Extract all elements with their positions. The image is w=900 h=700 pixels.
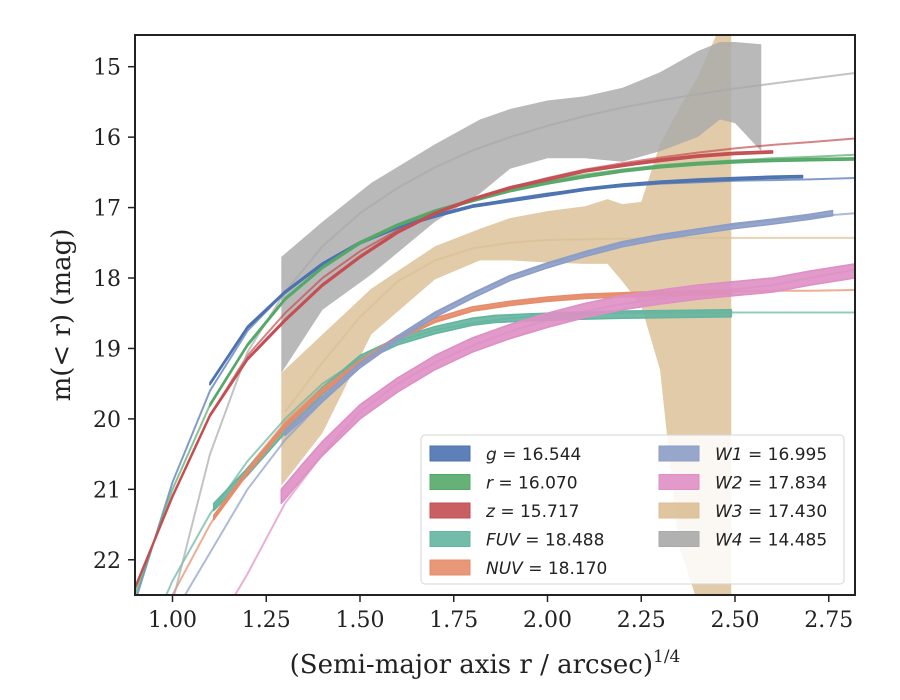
data-layer <box>135 150 855 590</box>
legend-label-z: z = 15.717 <box>485 502 579 522</box>
x-tick-label: 2.75 <box>804 608 853 633</box>
legend-label-nuv: NUV = 18.170 <box>486 559 607 579</box>
x-axis-title: (Semi-major axis r / arcsec)1/4 <box>290 647 681 680</box>
model-curve-w3 <box>284 236 855 413</box>
data-profile-r <box>209 157 855 407</box>
legend: g = 16.544 r = 16.070 z = 15.717 FUV = 18.4… <box>420 434 845 585</box>
model-curve-w4 <box>173 72 855 595</box>
legend-swatch-g <box>429 445 471 462</box>
legend-swatch-w3 <box>658 502 700 519</box>
legend-swatch-w2 <box>658 474 700 490</box>
legend-label-g: g = 16.544 <box>486 445 581 465</box>
data-profile-w1 <box>284 209 834 437</box>
legend-frame <box>420 434 845 585</box>
x-tick-label: 2.25 <box>617 608 666 633</box>
x-tick-label: 1.75 <box>429 608 478 633</box>
legend-swatch-r <box>429 474 471 490</box>
legend-swatch-w1 <box>658 445 700 462</box>
x-tick-label: 2.00 <box>523 608 572 633</box>
data-profile-z <box>135 150 774 590</box>
legend-label-w4: W4 = 14.485 <box>715 531 827 551</box>
x-axis-title-superscript: 1/4 <box>653 647 680 667</box>
legend-swatch-z <box>429 502 471 519</box>
band-w4 <box>281 42 762 374</box>
y-tick-label: 15 <box>93 56 121 81</box>
x-tick-label: 1.25 <box>242 608 291 633</box>
y-tick-label: 17 <box>93 197 121 222</box>
x-axis: 1.00 1.25 1.50 1.75 2.00 2.25 2.50 2.75 <box>148 595 853 633</box>
y-tick-label: 19 <box>93 337 121 362</box>
y-axis-title: m(< r) (mag) <box>47 229 77 402</box>
x-tick-label: 1.00 <box>148 608 197 633</box>
legend-swatch-nuv <box>429 559 471 576</box>
y-tick-label: 18 <box>93 267 121 292</box>
x-axis-title-main: (Semi-major axis r / arcsec) <box>290 650 653 680</box>
legend-label-w1: W1 = 16.995 <box>715 445 827 465</box>
legend-label-r: r = 16.070 <box>486 474 578 494</box>
plot-frame <box>134 34 856 596</box>
legend-swatch-w4 <box>658 531 700 547</box>
y-tick-label: 16 <box>93 126 121 151</box>
y-tick-label: 21 <box>93 478 121 503</box>
x-tick-label: 1.50 <box>336 608 385 633</box>
legend-swatch-fuv <box>429 531 471 547</box>
y-tick-label: 20 <box>93 408 121 433</box>
legend-label-w2: W2 = 17.834 <box>715 474 827 494</box>
legend-label-fuv: FUV = 18.488 <box>486 531 604 551</box>
data-profile-w2 <box>280 263 855 505</box>
x-tick-label: 2.50 <box>711 608 760 633</box>
legend-label-w3: W3 = 17.430 <box>715 502 827 522</box>
y-tick-label: 22 <box>93 549 121 574</box>
y-axis: 15 16 17 18 19 20 21 22 <box>93 56 135 574</box>
